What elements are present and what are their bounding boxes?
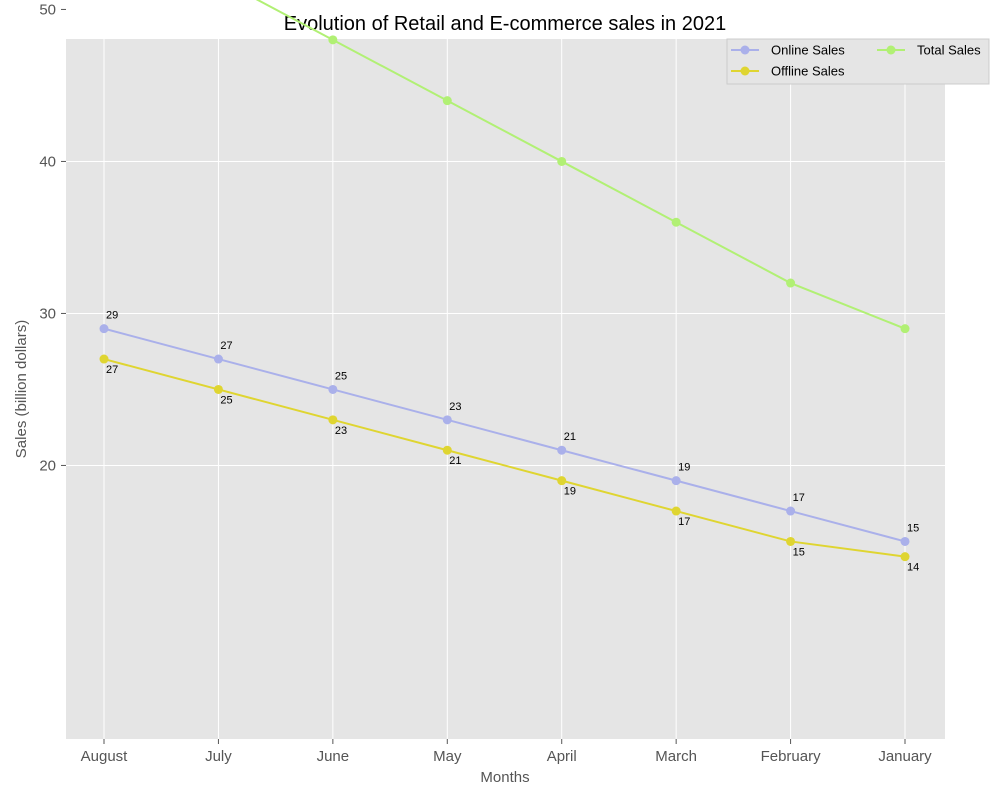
plot-area [66,39,945,739]
data-point [213,384,223,394]
legend-marker [740,45,750,55]
series-lines [99,0,910,562]
data-point [442,96,452,106]
legend: Online Sales Offline Sales Total Sales [726,38,990,85]
data-label: 27 [220,340,232,352]
data-point [786,278,796,288]
series-line [103,327,906,543]
data-label: 15 [793,546,805,558]
axes: August July June May April March February Janua… [39,1,932,765]
x-tick-label: August [81,748,129,765]
data-label: 17 [793,492,805,504]
legend-label: Online Sales [771,43,845,58]
data-point [328,415,338,425]
data-point [213,354,223,364]
x-tick-label: February [761,748,822,765]
data-point [99,324,109,334]
data-point [557,476,567,486]
x-tick-label: May [433,748,462,765]
data-label: 19 [564,486,576,498]
data-point [442,415,452,425]
x-tick-label: April [547,748,577,765]
data-point [328,35,338,45]
legend-label: Total Sales [917,43,981,58]
data-label: 21 [449,455,461,467]
x-tick-label: January [878,748,932,765]
legend-box [726,38,990,85]
data-label: 15 [907,522,919,534]
series-line [255,0,906,330]
data-label: 19 [678,462,690,474]
data-label: 14 [907,562,919,574]
y-tick-label: 40 [39,153,56,170]
data-point [671,217,681,227]
data-point [900,552,910,562]
data-label: 17 [678,516,690,528]
x-tick-label: March [655,748,697,765]
data-label: 25 [335,370,347,382]
data-point [671,506,681,516]
data-point [900,536,910,546]
data-label: 23 [449,401,461,413]
data-labels: 29 27 25 23 21 19 17 15 27 25 23 21 19 17 15 14 [106,310,919,574]
data-label: 25 [220,394,232,406]
chart-title: Evolution of Retail and E-commerce sales… [284,13,726,35]
x-tick-label: June [317,748,350,765]
legend-marker [886,45,896,55]
data-label: 23 [335,425,347,437]
y-tick-label: 50 [39,1,56,18]
y-tick-label: 20 [39,457,56,474]
legend-marker [740,66,750,76]
data-point [671,476,681,486]
series-line [103,358,906,558]
data-point [786,506,796,516]
data-point [557,445,567,455]
y-tick-label: 30 [39,305,56,322]
data-label: 21 [564,431,576,443]
data-point [442,445,452,455]
x-axis-label: Months [480,769,529,786]
legend-label: Offline Sales [771,64,845,79]
data-point [328,384,338,394]
data-label: 29 [106,310,118,322]
data-point [557,156,567,166]
data-point [99,354,109,364]
data-point [900,324,910,334]
y-axis-label: Sales (billion dollars) [13,320,30,458]
data-label: 27 [106,364,118,376]
x-tick-label: July [205,748,232,765]
data-point [786,536,796,546]
